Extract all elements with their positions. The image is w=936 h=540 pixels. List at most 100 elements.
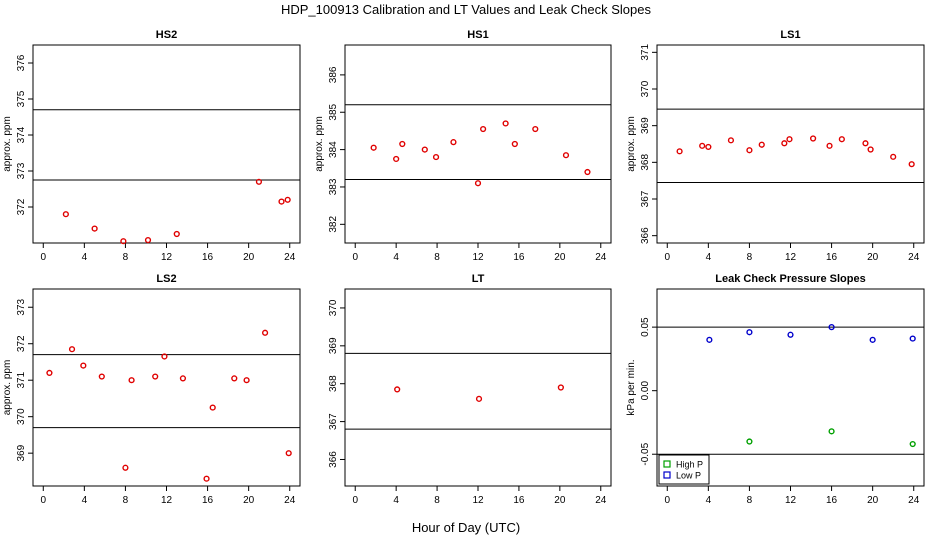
y-tick-label: -0.05 bbox=[640, 442, 651, 465]
data-point bbox=[869, 336, 876, 343]
legend-marker bbox=[663, 460, 671, 468]
y-tick-label: 372 bbox=[16, 198, 27, 215]
data-point bbox=[828, 428, 835, 435]
data-point bbox=[746, 147, 753, 154]
x-tick-label: 4 bbox=[82, 495, 88, 506]
data-point bbox=[480, 125, 487, 133]
x-tick-label: 12 bbox=[785, 495, 797, 506]
x-tick-label: 20 bbox=[554, 495, 566, 506]
x-tick-label: 0 bbox=[40, 252, 46, 263]
data-point bbox=[809, 135, 817, 142]
x-tick-label: 20 bbox=[243, 495, 255, 506]
panel-4: LS2 0 4 8 12 16 20 24 369 370 371 372 373 approx. ppm bbox=[2, 273, 301, 506]
data-point bbox=[46, 369, 53, 377]
data-point bbox=[786, 136, 793, 143]
y-tick-label: 372 bbox=[16, 335, 27, 352]
y-tick-label: 370 bbox=[328, 299, 339, 316]
figure-title: HDP_100913 Calibration and LT Values and… bbox=[281, 2, 652, 17]
x-tick-label: 8 bbox=[123, 252, 129, 263]
data-point bbox=[758, 141, 765, 148]
x-tick-label: 8 bbox=[747, 495, 753, 506]
x-tick-label: 8 bbox=[434, 495, 440, 506]
x-tick-label: 12 bbox=[785, 252, 797, 263]
data-point bbox=[746, 438, 753, 445]
data-point bbox=[394, 386, 401, 393]
data-point bbox=[393, 155, 400, 163]
x-tick-label: 16 bbox=[513, 495, 525, 506]
x-tick-label: 12 bbox=[472, 252, 484, 263]
legend-box bbox=[658, 454, 710, 485]
data-point bbox=[278, 198, 285, 205]
x-tick-label: 8 bbox=[123, 495, 129, 506]
data-point bbox=[890, 153, 897, 160]
x-tick-label: 12 bbox=[161, 252, 173, 263]
data-point bbox=[243, 377, 250, 384]
y-tick-label: 367 bbox=[328, 413, 339, 430]
y-tick-label: 369 bbox=[640, 117, 651, 134]
y-tick-label: 366 bbox=[328, 451, 339, 468]
y-tick-label: 370 bbox=[16, 408, 27, 425]
x-tick-label: 24 bbox=[595, 495, 607, 506]
data-point bbox=[532, 125, 539, 133]
data-point bbox=[727, 137, 735, 144]
legend-marker bbox=[663, 471, 671, 479]
legend-label: High P bbox=[676, 460, 703, 470]
y-axis-label: approx. ppm bbox=[2, 360, 13, 416]
data-point bbox=[173, 230, 180, 238]
y-tick-label: 385 bbox=[328, 103, 339, 120]
y-tick-label: 375 bbox=[16, 90, 27, 107]
data-point bbox=[261, 329, 269, 336]
x-tick-label: 24 bbox=[284, 495, 296, 506]
x-tick-label: 4 bbox=[706, 495, 712, 506]
y-tick-label: 0.05 bbox=[640, 317, 651, 337]
x-tick-label: 16 bbox=[826, 495, 838, 506]
data-point bbox=[152, 373, 159, 380]
y-axis-label: approx. ppm bbox=[2, 116, 13, 172]
y-axis-label: kPa per min. bbox=[626, 359, 637, 415]
x-tick-label: 8 bbox=[747, 252, 753, 263]
data-point bbox=[432, 153, 440, 161]
data-point bbox=[285, 450, 292, 457]
x-tick-label: 24 bbox=[908, 495, 920, 506]
data-point bbox=[255, 178, 263, 185]
data-point bbox=[144, 237, 152, 244]
panels-group: HS2 0 4 8 12 16 20 24 372 373 374 375 376 approx. ppm… bbox=[2, 29, 925, 506]
data-point bbox=[781, 140, 788, 147]
y-tick-label: 376 bbox=[16, 54, 27, 71]
x-tick-label: 16 bbox=[513, 252, 525, 263]
panel-3: LS1 0 4 8 12 16 20 24 366 367 368 369 370 371 approx. … bbox=[626, 29, 925, 263]
y-tick-label: 373 bbox=[16, 162, 27, 179]
x-tick-label: 16 bbox=[202, 495, 214, 506]
y-tick-label: 370 bbox=[640, 80, 651, 97]
data-point bbox=[909, 335, 916, 342]
panel-title: LS1 bbox=[780, 29, 800, 41]
data-point bbox=[91, 225, 98, 232]
data-point bbox=[474, 180, 482, 187]
data-point bbox=[828, 324, 835, 331]
panel-title: LS2 bbox=[156, 273, 176, 285]
data-point bbox=[909, 440, 916, 448]
y-tick-label: 386 bbox=[328, 66, 339, 83]
y-tick-label: 383 bbox=[328, 178, 339, 195]
data-point bbox=[787, 331, 794, 338]
data-point bbox=[838, 136, 845, 143]
data-point bbox=[450, 139, 457, 146]
x-tick-label: 12 bbox=[161, 495, 173, 506]
y-tick-label: 368 bbox=[640, 154, 651, 171]
data-point bbox=[399, 140, 406, 148]
data-point bbox=[676, 148, 683, 155]
panel-title: LT bbox=[472, 273, 485, 285]
legend-label: Low P bbox=[676, 471, 701, 481]
x-axis-label: Hour of Day (UTC) bbox=[412, 520, 520, 535]
x-tick-label: 4 bbox=[82, 252, 88, 263]
data-point bbox=[231, 375, 238, 382]
data-point bbox=[421, 146, 428, 153]
data-point bbox=[128, 377, 135, 384]
data-point bbox=[746, 329, 753, 336]
data-point bbox=[584, 168, 591, 176]
data-point bbox=[511, 140, 518, 148]
y-tick-label: 382 bbox=[328, 216, 339, 233]
data-point bbox=[161, 353, 168, 360]
x-tick-label: 0 bbox=[40, 495, 46, 506]
